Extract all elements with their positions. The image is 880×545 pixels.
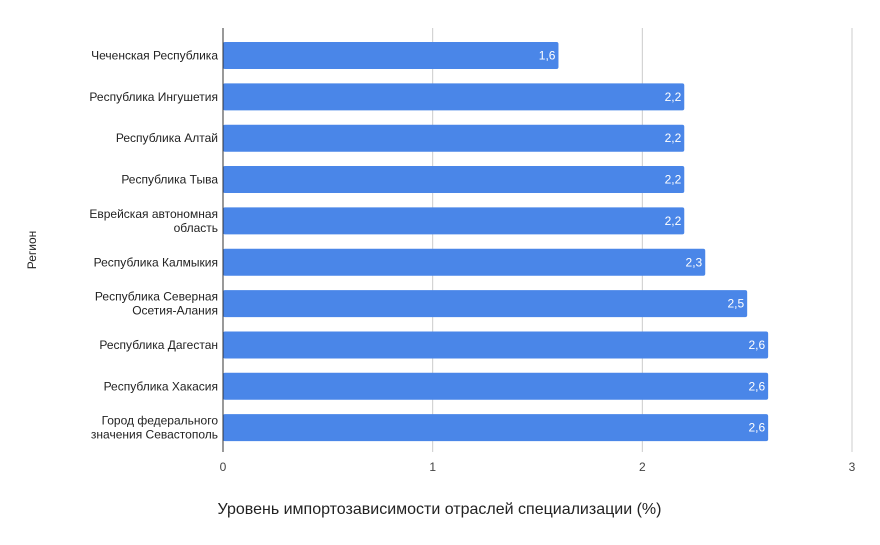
- y-axis-title: Регион: [25, 231, 39, 270]
- category-label: Республика Алтай: [116, 131, 218, 145]
- bar-value-label: 2,6: [748, 421, 765, 435]
- x-tick-label: 3: [849, 460, 856, 474]
- x-axis-title: Уровень импортозависимости отраслей спец…: [218, 501, 662, 518]
- category-label: Республика Тыва: [121, 173, 218, 187]
- x-tick-label: 0: [220, 460, 227, 474]
- bar-value-label: 2,6: [748, 338, 765, 352]
- category-label: Еврейская автономная область: [89, 207, 218, 235]
- bar-value-label: 2,5: [727, 297, 744, 311]
- bar: [223, 331, 769, 359]
- bar: [223, 414, 769, 442]
- x-tick-labels: 0 1 2 3: [220, 460, 856, 474]
- category-label: Чеченская Республика: [91, 49, 218, 63]
- category-label: Город федерального значения Севастополь: [91, 414, 218, 442]
- bar-value-label: 1,6: [539, 49, 556, 63]
- bar: [223, 166, 685, 194]
- bar: [223, 207, 685, 235]
- bar: [223, 42, 559, 69]
- bar: [223, 124, 685, 152]
- category-label: Республика Дагестан: [99, 338, 218, 352]
- bar-value-label: 2,2: [665, 214, 682, 228]
- bar: [223, 248, 706, 276]
- bar-value-label: 2,2: [665, 173, 682, 187]
- x-tick-label: 2: [639, 460, 646, 474]
- category-label: Республика Калмыкия: [94, 255, 218, 269]
- category-label: Республика Ингушетия: [89, 90, 218, 104]
- bar: [223, 83, 685, 111]
- bar: [223, 372, 769, 400]
- x-tick-label: 1: [429, 460, 436, 474]
- bars: 1,6 2,2 2,2 2,2 2,2 2,3 2,5 2,6 2,6 2,6: [223, 42, 769, 442]
- bar-value-label: 2,2: [665, 90, 682, 104]
- category-label: Республика Хакасия: [104, 379, 218, 393]
- category-labels: Чеченская Республика Республика Ингушетия…: [89, 49, 218, 442]
- bar-value-label: 2,2: [665, 131, 682, 145]
- bar: [223, 290, 748, 318]
- bar-value-label: 2,3: [686, 255, 703, 269]
- bar-value-label: 2,6: [748, 379, 765, 393]
- category-label: Республика Северная Осетия-Алания: [95, 290, 218, 318]
